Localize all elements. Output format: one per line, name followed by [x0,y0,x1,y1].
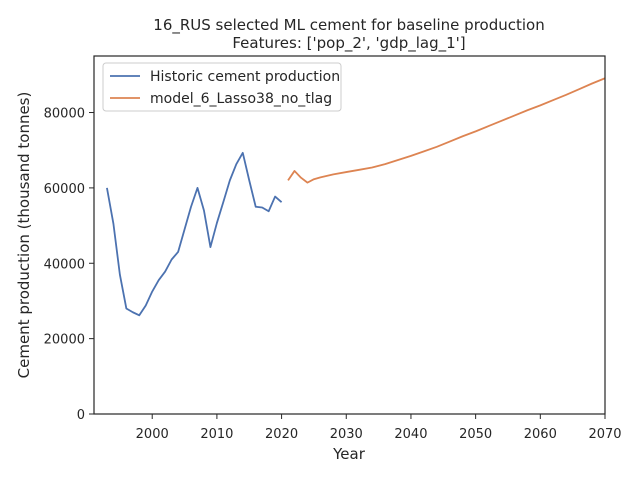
plot-frame [93,55,606,415]
series-layer [106,77,606,317]
chart-title: 16_RUS selected ML cement for baseline p… [153,16,544,35]
y-tick-label: 20000 [44,333,85,348]
x-tick-label: 2040 [394,427,427,442]
legend-label-historic: Historic cement production [150,69,340,85]
legend: Historic cement production model_6_Lasso… [102,62,342,112]
y-tick-label: 40000 [44,257,85,272]
x-tick-label: 2030 [330,427,363,442]
x-tick-label: 2010 [200,427,233,442]
series-line-historic [106,151,283,317]
series-line-model [287,77,606,184]
ticks-layer: 2000 2010 2020 2030 2040 2050 2060 2070 0 20000 40… [44,107,622,442]
x-tick-label: 2060 [524,427,557,442]
y-axis-label: Cement production (thousand tonnes) [15,92,33,379]
y-tick-label: 0 [77,408,85,423]
y-tick-label: 80000 [44,107,85,122]
x-tick-label: 2070 [588,427,621,442]
legend-label-model: model_6_Lasso38_no_tlag [150,91,332,107]
y-tick-label: 60000 [44,182,85,197]
x-tick-label: 2050 [459,427,492,442]
x-tick-label: 2000 [136,427,169,442]
chart-subtitle: Features: ['pop_2', 'gdp_lag_1'] [232,34,465,53]
x-tick-label: 2020 [265,427,298,442]
x-axis-label: Year [332,445,366,463]
legend-box [102,62,342,112]
